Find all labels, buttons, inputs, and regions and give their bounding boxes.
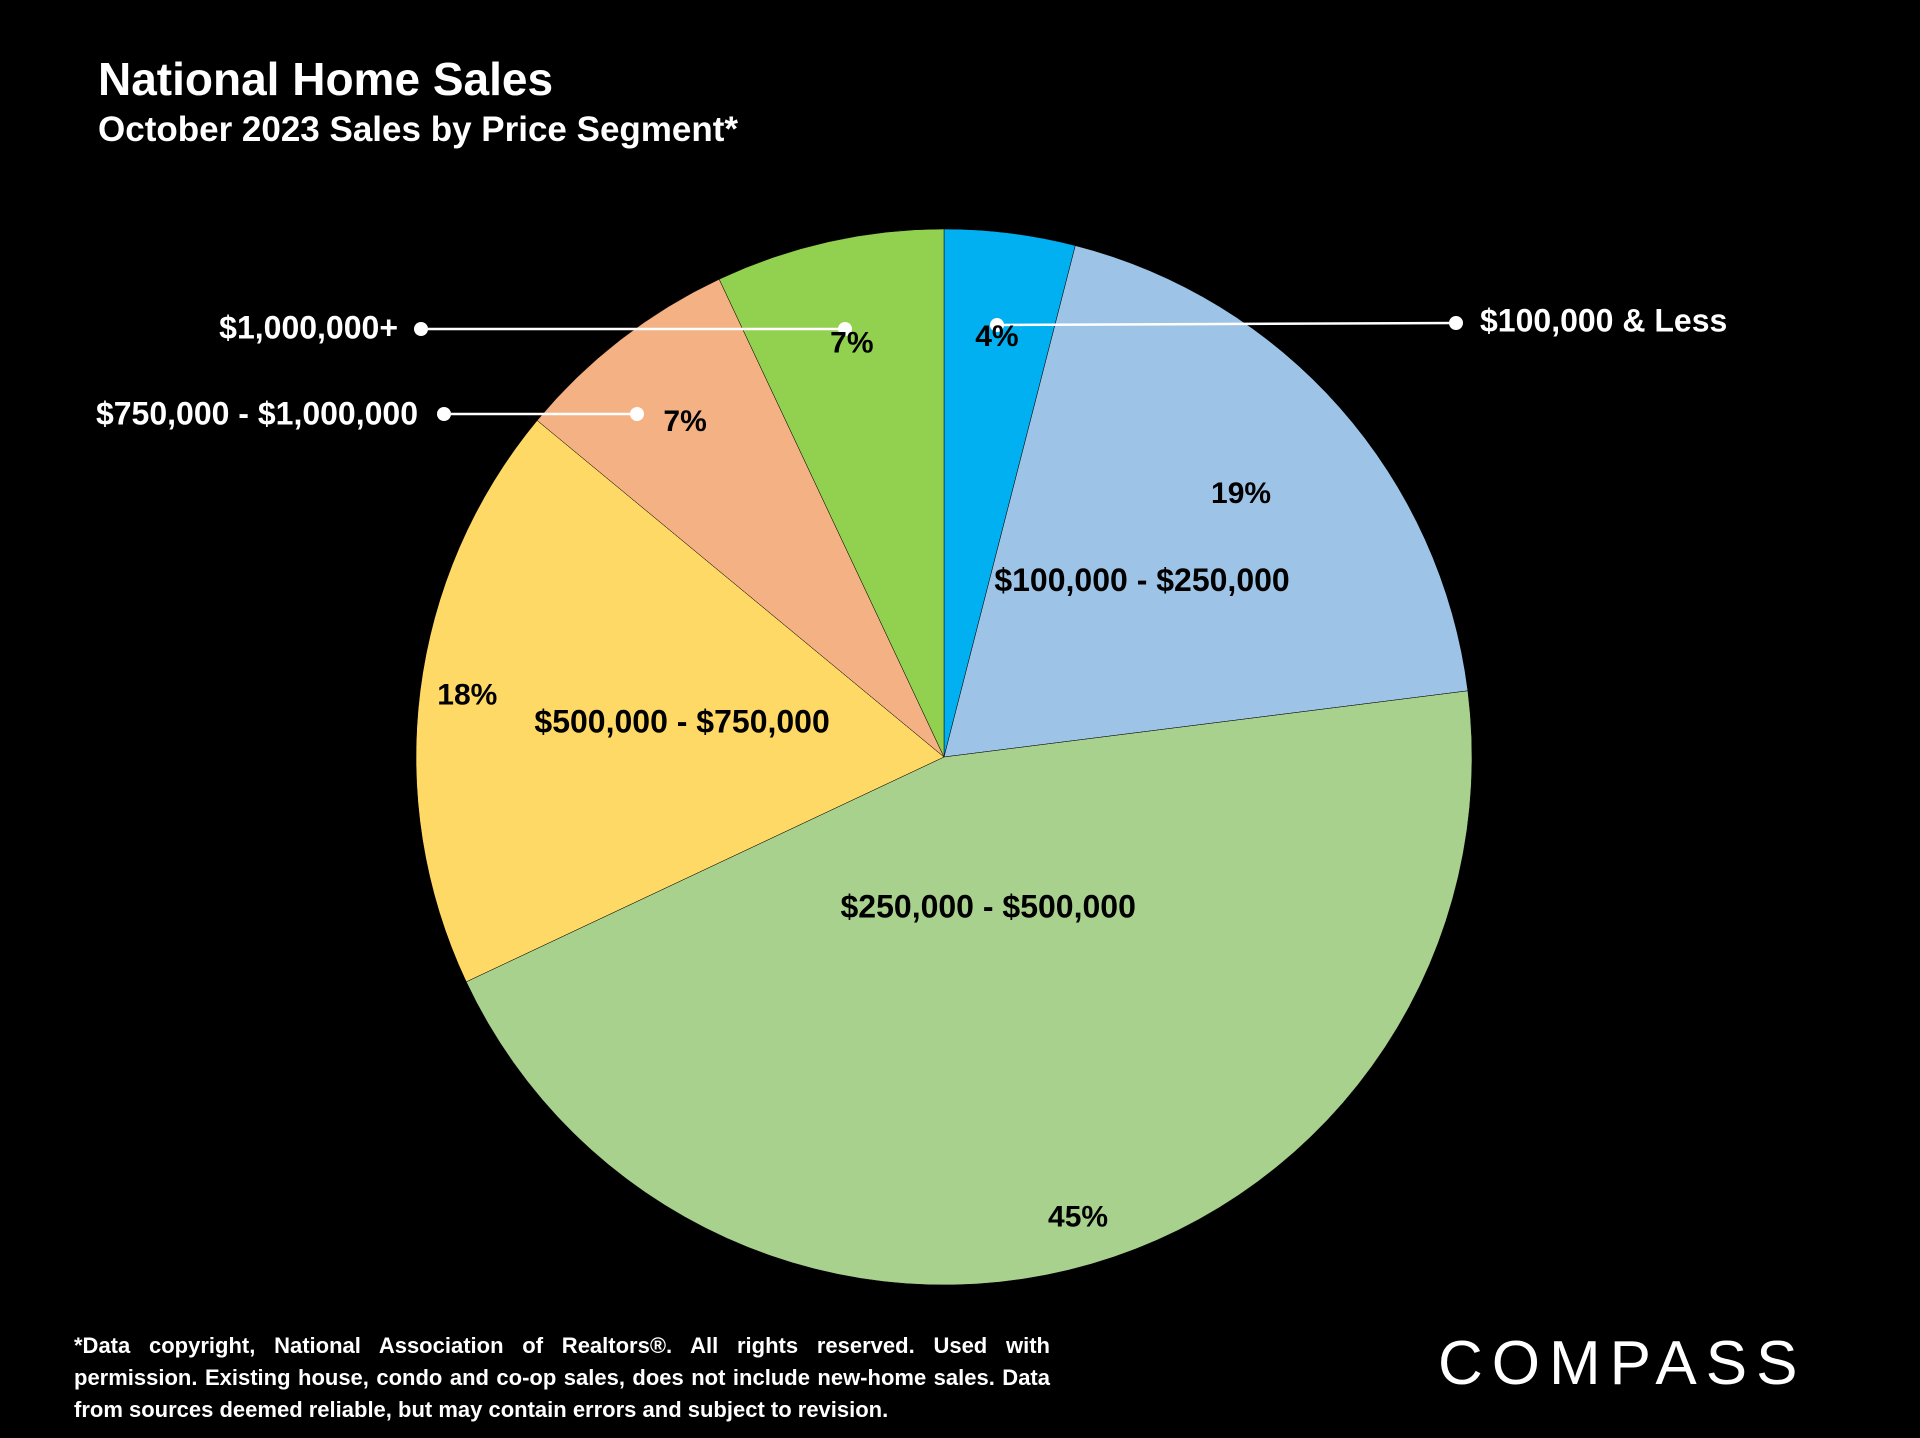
leader-dot-1-000-000-outer	[414, 322, 428, 336]
leader-dot-100-000-less-outer	[1449, 316, 1463, 330]
category-label-750-000-1-000-000: $750,000 - $1,000,000	[96, 395, 418, 431]
percent-label-750-000-1-000-000: 7%	[663, 405, 706, 438]
footnote: *Data copyright, National Association of…	[74, 1333, 1050, 1422]
pie-slice-100-000-250-000	[943, 245, 1469, 758]
category-label-500-000-750-000: $500,000 - $750,000	[534, 703, 829, 739]
leader-dot-1-000-000-inner	[838, 322, 852, 336]
pie-slice-1-000-000	[718, 228, 945, 758]
percent-label-1-000-000: 7%	[830, 327, 873, 360]
category-label-100-000-250-000: $100,000 - $250,000	[994, 562, 1289, 598]
pie-slice-250-000-500-000	[465, 690, 1473, 1286]
leader-line-100-000-less	[996, 321, 1457, 327]
page-title: National Home Sales	[98, 53, 554, 105]
percent-label-250-000-500-000: 45%	[1048, 1200, 1108, 1233]
page-subtitle: October 2023 Sales by Price Segment*	[98, 110, 739, 149]
pie-slice-750-000-1-000-000	[536, 278, 945, 758]
category-label-1-000-000: $1,000,000+	[219, 309, 398, 345]
leader-dot-750-000-1-000-000-inner	[630, 407, 644, 421]
leader-dot-100-000-less-inner	[990, 318, 1004, 332]
pie-slice-500-000-750-000	[415, 420, 945, 983]
percent-label-500-000-750-000: 18%	[437, 679, 497, 712]
category-label-250-000-500-000: $250,000 - $500,000	[841, 889, 1136, 925]
leader-dot-750-000-1-000-000-outer	[437, 407, 451, 421]
category-label-100-000-less: $100,000 & Less	[1480, 302, 1727, 338]
percent-label-100-000-250-000: 19%	[1211, 477, 1271, 510]
percent-label-100-000-less: 4%	[975, 320, 1018, 353]
compass-logo: COMPASS	[1438, 1329, 1807, 1398]
